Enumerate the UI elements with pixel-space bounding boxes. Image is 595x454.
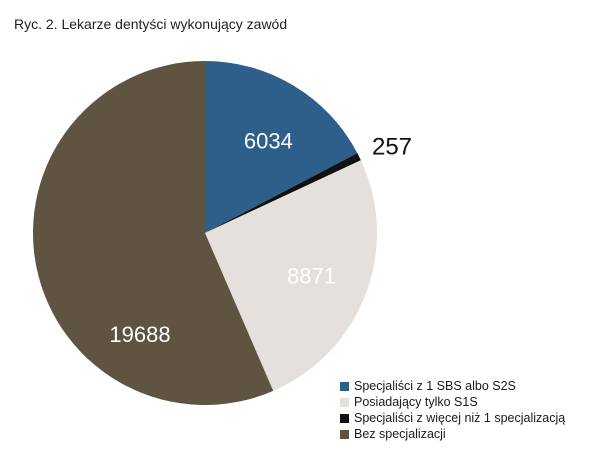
pie-slice: [205, 61, 358, 233]
legend-swatch: [340, 413, 349, 423]
pie-labels: 6034 257 8871 19688: [109, 129, 412, 347]
legend-swatch: [340, 429, 349, 439]
legend-item: Bez specjalizacji: [340, 426, 565, 442]
legend-label: Specjaliści z więcej niż 1 specjalizacją: [354, 411, 566, 425]
legend: Specjaliści z 1 SBS albo S2S Posiadający…: [340, 378, 565, 442]
legend-label: Specjaliści z 1 SBS albo S2S: [354, 379, 516, 393]
chart-title: Ryc. 2. Lekarze dentyści wykonujący zawó…: [14, 16, 288, 32]
slice-value-label: 6034: [244, 129, 293, 154]
legend-item: Posiadający tylko S1S: [340, 394, 565, 410]
legend-item: Specjaliści z więcej niż 1 specjalizacją: [340, 410, 565, 426]
pie-slice: [32, 61, 274, 405]
legend-label: Posiadający tylko S1S: [354, 395, 478, 409]
pie-slice: [205, 160, 377, 391]
pie-slice: [205, 153, 361, 233]
pie-slices: [32, 61, 377, 405]
legend-swatch: [340, 381, 349, 391]
slice-value-label: 8871: [287, 263, 336, 288]
slice-value-label: 257: [372, 133, 412, 160]
legend-swatch: [340, 397, 349, 407]
legend-label: Bez specjalizacji: [354, 427, 446, 441]
slice-value-label: 19688: [109, 322, 170, 347]
legend-item: Specjaliści z 1 SBS albo S2S: [340, 378, 565, 394]
